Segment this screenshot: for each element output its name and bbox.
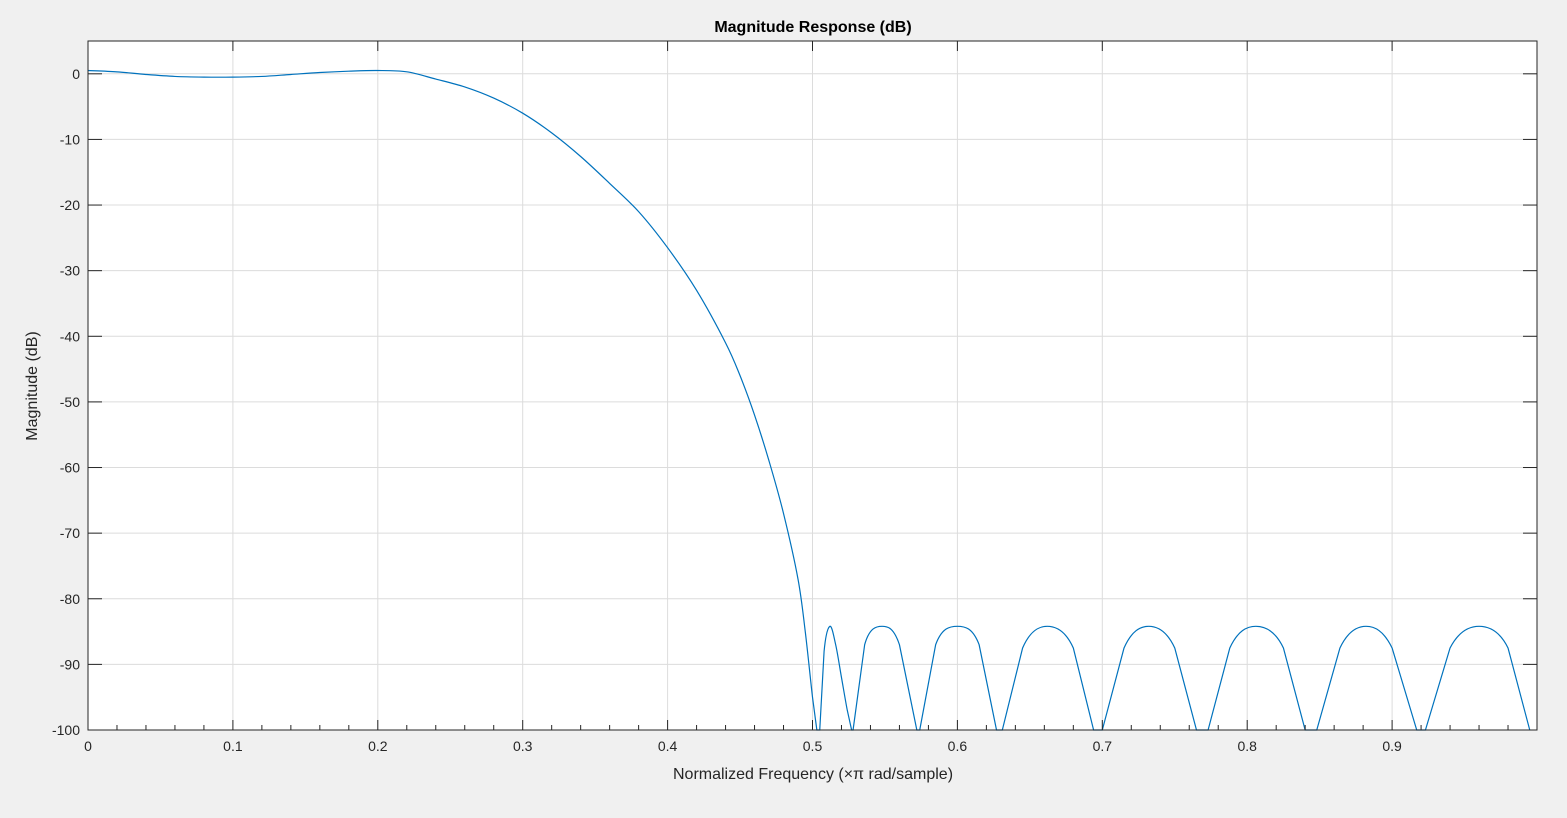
y-tick-label: -80 [60, 591, 80, 607]
x-tick-labels: 0 0.1 0.2 0.3 0.4 0.5 0.6 0.7 0.8 0.9 [84, 738, 1402, 754]
y-tick-label: -50 [60, 394, 80, 410]
x-tick-label: 0.6 [948, 738, 968, 754]
magnitude-series-line [87, 69, 1531, 731]
series-layer [87, 69, 1531, 731]
y-tick-label: 0 [72, 66, 80, 82]
x-tick-label: 0.5 [803, 738, 823, 754]
x-tick-label: 0.7 [1093, 738, 1113, 754]
x-tick-label: 0.8 [1237, 738, 1257, 754]
y-tick-label: -70 [60, 525, 80, 541]
x-tick-label: 0.9 [1382, 738, 1402, 754]
y-tick-label: -90 [60, 656, 80, 672]
y-axis-label: Magnitude (dB) [24, 331, 41, 440]
x-tick-label: 0.4 [658, 738, 678, 754]
x-tick-label: 0 [84, 738, 92, 754]
x-axis-label: Normalized Frequency (×π rad/sample) [673, 766, 953, 783]
x-tick-label: 0.2 [368, 738, 388, 754]
y-tick-label: -40 [60, 328, 80, 344]
y-tick-labels: 0 -10 -20 -30 -40 -50 -60 -70 -80 -90 -100 [52, 66, 80, 738]
x-tick-label: 0.1 [223, 738, 243, 754]
y-tick-label: -20 [60, 197, 80, 213]
x-tick-label: 0.3 [513, 738, 533, 754]
y-tick-label: -10 [60, 131, 80, 147]
axis-ticks [87, 41, 1537, 731]
y-tick-label: -60 [60, 460, 80, 476]
y-tick-label: -30 [60, 263, 80, 279]
grid-lines [88, 41, 1537, 730]
chart-title: Magnitude Response (dB) [714, 19, 911, 36]
y-tick-label: -100 [52, 722, 80, 738]
